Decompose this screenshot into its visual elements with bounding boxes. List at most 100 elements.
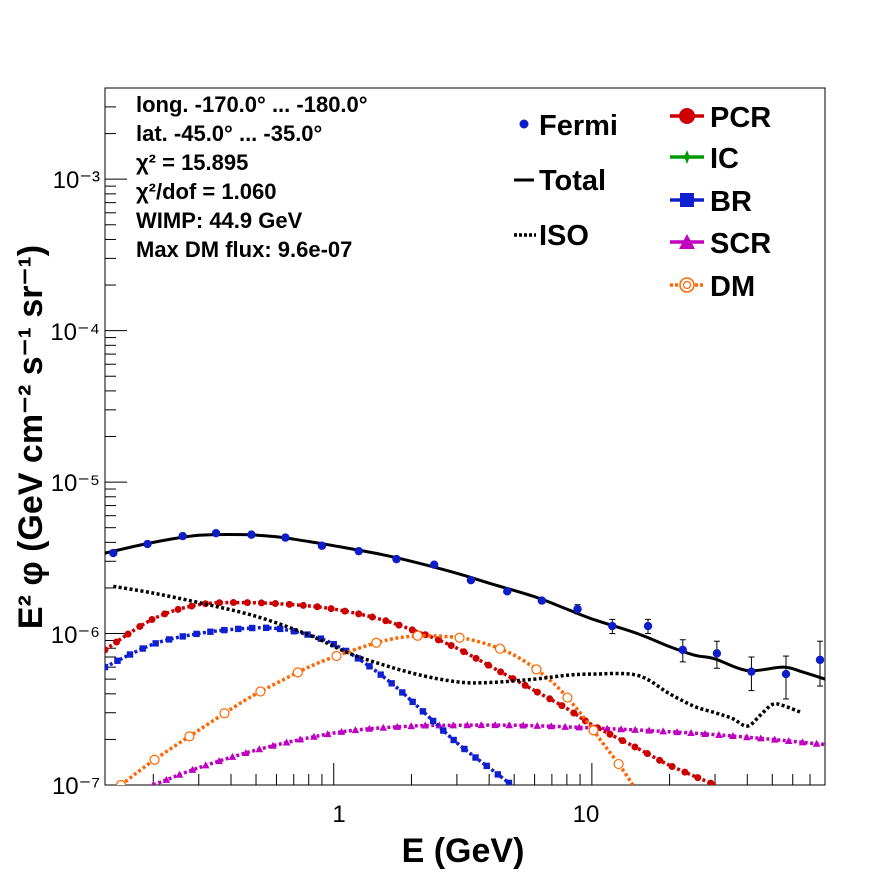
- marker-scr: [491, 721, 500, 729]
- marker-pcr: [243, 599, 251, 607]
- marker-pcr: [558, 702, 566, 710]
- line-total: [105, 532, 825, 681]
- legend-label-br: BR: [710, 186, 752, 218]
- marker-pcr: [497, 668, 505, 676]
- fermi-point: [392, 554, 401, 564]
- fermi-point: [281, 533, 290, 542]
- marker-scr: [337, 727, 346, 735]
- y-tick-label-1e-5: 10⁻⁵: [51, 470, 100, 497]
- fermi-point: [211, 528, 221, 538]
- marker-pcr: [447, 641, 455, 649]
- marker-br: [330, 641, 337, 648]
- marker-br: [505, 779, 513, 785]
- marker-scr: [407, 722, 416, 730]
- marker-scr: [575, 723, 583, 731]
- marker-scr: [463, 721, 472, 729]
- marker-pcr: [643, 750, 651, 758]
- fermi-point: [573, 604, 582, 614]
- marker-scr: [323, 730, 332, 738]
- fermi-point: [178, 531, 187, 541]
- marker-br: [207, 628, 214, 635]
- fermi-point: [781, 669, 791, 679]
- marker-scr: [729, 732, 737, 740]
- marker-pcr: [408, 626, 416, 634]
- legend-marker-pcr: [679, 108, 695, 124]
- marker-br: [429, 717, 437, 725]
- x-tick-label-1: 1: [332, 801, 345, 828]
- marker-pcr: [681, 768, 689, 776]
- marker-pcr: [285, 600, 293, 608]
- marker-pcr: [382, 617, 390, 625]
- y-tick-label-1e-4: 10⁻⁴: [50, 319, 100, 346]
- marker-scr: [519, 721, 528, 729]
- marker-scr: [701, 729, 709, 737]
- marker-scr: [715, 730, 723, 738]
- marker-scr: [645, 726, 653, 734]
- fermi-point: [317, 541, 327, 550]
- marker-scr: [188, 765, 197, 773]
- marker-pcr: [509, 675, 517, 683]
- y-tick-label-1e-6: 10⁻⁶: [51, 622, 100, 649]
- marker-scr: [617, 725, 625, 733]
- marker-dm: [562, 692, 573, 703]
- marker-br: [126, 651, 134, 658]
- line-pcr: [105, 600, 720, 785]
- marker-scr: [659, 727, 667, 735]
- fit-annotations: long. -170.0° ... -180.0° lat. -45.0° ..…: [136, 92, 368, 262]
- marker-pcr: [271, 600, 279, 608]
- legend-label-iso: ISO: [539, 220, 589, 252]
- legend-marker-dm: [679, 277, 695, 293]
- marker-dm: [219, 708, 230, 719]
- marker-br: [105, 663, 109, 671]
- marker-pcr: [341, 607, 349, 615]
- marker-pcr: [355, 610, 363, 618]
- marker-pcr: [484, 661, 492, 669]
- marker-pcr: [368, 613, 376, 621]
- marker-dm: [531, 664, 542, 675]
- marker-br: [290, 628, 298, 635]
- marker-scr: [296, 735, 305, 743]
- fermi-point: [643, 621, 653, 631]
- marker-br: [221, 626, 228, 634]
- fermi-point: [815, 655, 825, 665]
- marker-pcr: [733, 791, 740, 798]
- series-fermi: [109, 528, 825, 700]
- marker-pcr: [668, 762, 676, 770]
- marker-br: [366, 663, 373, 670]
- marker-pcr: [656, 756, 664, 764]
- marker-scr: [533, 721, 542, 729]
- marker-pcr: [257, 599, 265, 607]
- legend-label-pcr: PCR: [710, 102, 771, 134]
- marker-scr: [449, 721, 458, 729]
- marker-pcr: [707, 779, 715, 785]
- marker-dm: [454, 632, 465, 643]
- marker-scr: [351, 726, 360, 734]
- series-iso: [112, 584, 803, 728]
- marker-br: [152, 640, 159, 647]
- marker-scr: [151, 781, 156, 785]
- marker-br: [139, 645, 146, 652]
- fermi-point: [429, 560, 439, 569]
- marker-dm: [184, 731, 195, 742]
- fermi-point: [354, 546, 363, 556]
- marker-br: [409, 698, 416, 706]
- marker-dm: [115, 779, 127, 785]
- marker-pcr: [546, 695, 554, 703]
- marker-br: [249, 624, 256, 632]
- legend: Fermi Total ISO PCR IC BR SCR DM: [514, 102, 771, 303]
- marker-pcr: [174, 605, 182, 613]
- y-axis-title: E² φ (GeV cm⁻² s⁻¹ sr⁻¹): [12, 245, 50, 629]
- marker-pcr: [299, 601, 307, 609]
- series-pcr: [105, 599, 740, 798]
- marker-br: [114, 657, 121, 664]
- marker-scr: [201, 761, 210, 769]
- marker-pcr: [694, 774, 702, 782]
- marker-br: [419, 708, 427, 715]
- marker-pcr: [606, 730, 614, 738]
- series-scr: [151, 721, 825, 785]
- legend-label-fermi: Fermi: [539, 110, 618, 142]
- marker-dm: [588, 725, 599, 736]
- y-tick-label-1e-3: 10⁻³: [53, 167, 100, 194]
- x-axis-title: E (GeV): [402, 832, 525, 870]
